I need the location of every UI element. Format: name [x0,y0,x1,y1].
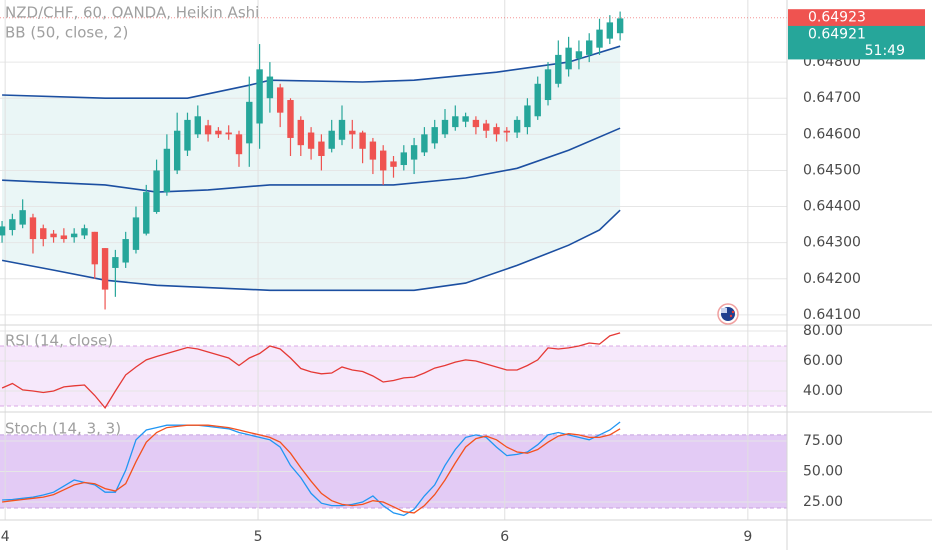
chart-title: NZD/CHF, 60, OANDA, Heikin Ashi [5,4,259,22]
candle-body [225,132,232,135]
candle-body [328,130,335,149]
indicator-label: RSI (14, close) [5,332,113,350]
candle-body [163,148,171,193]
candle-body [493,127,500,135]
candle-body [452,116,459,128]
candle-body [307,132,315,149]
candle-body [70,233,78,238]
y-tick-label: 0.64100 [803,307,861,323]
candle-body [194,116,201,135]
candle-body [215,130,222,135]
y-tick-label: 40.00 [803,383,843,399]
flag-icon[interactable] [717,303,739,325]
candle-body [60,235,68,240]
candle-body [0,226,6,236]
candle-body [555,54,562,84]
candle-body [390,161,397,167]
price-tag-label: 0.64921 [808,26,866,42]
indicator-line [1,332,621,410]
countdown-tag [788,42,925,60]
candle-body [112,257,119,268]
bollinger-line [2,127,621,193]
y-tick-label: 60.00 [803,353,843,369]
candle-body [483,123,490,131]
x-tick-label: 5 [254,529,263,545]
x-tick-label: 6 [500,529,509,545]
price-tag [788,25,925,43]
candle-body [91,231,98,265]
candle-body [565,47,572,70]
y-tick-label: 0.64200 [803,271,861,287]
candle-body [297,119,304,146]
candle-body [204,125,212,135]
candle-body [431,127,438,144]
y-tick-label: 0.64600 [803,126,861,142]
band-fill [0,346,787,406]
candle-body [513,119,521,133]
candle-body [173,130,181,171]
bollinger-line [1,209,621,292]
candle-body [287,100,294,138]
x-tick-label: 4 [1,529,10,545]
candle-body [503,130,511,133]
y-tick-label: 80.00 [803,323,843,339]
candle-body [586,40,593,55]
price-tag [788,9,925,27]
candle-body [369,141,377,160]
candle-body [359,132,366,149]
candle-body [184,119,191,151]
candle-body [349,130,356,135]
candle-body [524,105,531,128]
candle-body [276,87,284,113]
y-tick-label: 0.64400 [803,199,861,215]
candle-body [462,116,469,122]
candle-body [256,69,263,124]
candle-body [575,51,583,59]
candle-body [338,119,346,140]
bollinger-line [2,45,621,99]
indicator-label: Stoch (14, 3, 3) [5,420,121,438]
candle-body [101,248,109,290]
candle-body [441,119,449,135]
candle-body [534,83,541,117]
candle-body [9,219,16,231]
candle-body [318,141,325,156]
candle-body [143,192,150,234]
y-tick-label: 0.64700 [803,90,861,106]
indicator-label: BB (50, close, 2) [5,24,128,42]
candle-body [596,29,603,48]
candle-body [606,22,614,39]
candle-body [400,152,408,166]
candle-body [122,239,129,263]
candle-body [266,76,274,99]
candle-body [19,210,26,225]
y-tick-label: 75.00 [803,433,843,449]
candle-body [246,101,253,144]
candle-body [81,228,88,236]
y-tick-label: 0.64300 [803,235,861,251]
band-fill [2,46,621,291]
candle-body [410,145,418,160]
candle-body [544,69,552,101]
price-tag-label: 0.64923 [808,10,866,26]
candle-body [235,134,243,155]
candle-body [379,150,387,171]
candle-body [616,18,624,34]
indicator-line [2,424,621,514]
y-tick-label: 0.64500 [803,162,861,178]
candle-body [472,119,480,128]
candle-body [132,217,140,250]
candle-body [421,134,428,153]
countdown-label: 51:49 [865,43,905,59]
y-tick-label: 25.00 [803,494,843,510]
candle-body [29,217,37,240]
indicator-line [2,421,621,517]
candle-body [153,170,160,212]
y-tick-label: 50.00 [803,463,843,479]
candle-body [40,228,47,240]
x-tick-label: 9 [743,529,752,545]
candle-body [50,233,57,238]
